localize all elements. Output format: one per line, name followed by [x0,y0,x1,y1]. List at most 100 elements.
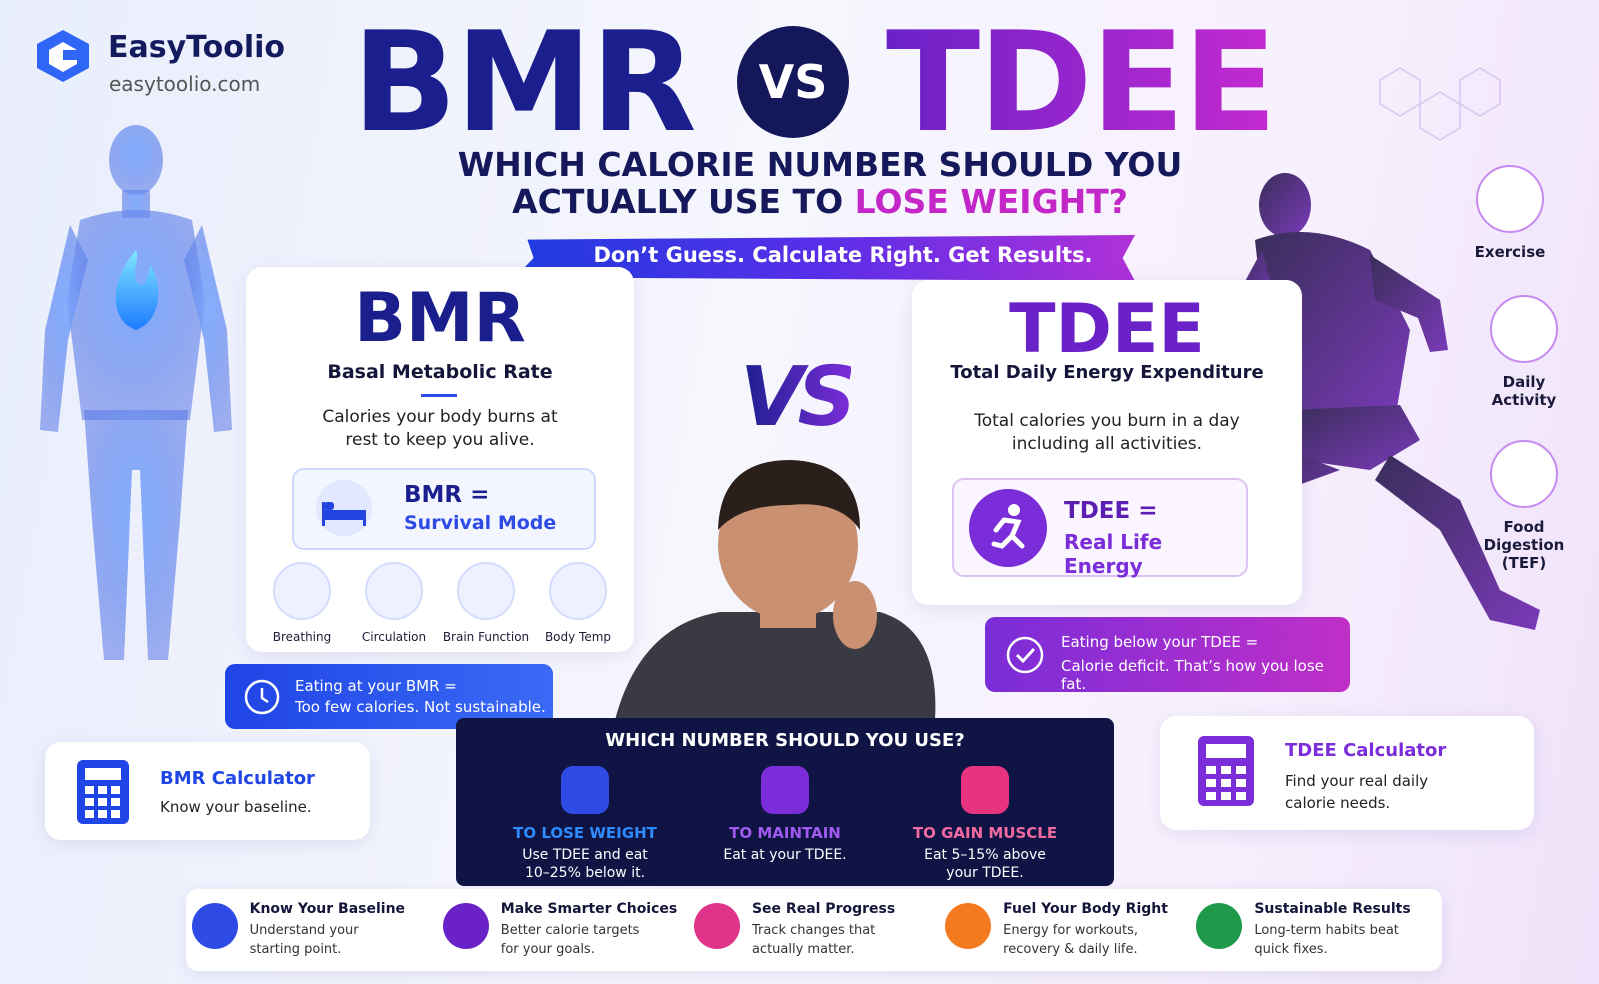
benefit-description: Better calorie targets for your goals. [500,922,640,957]
benefit: Sustainable Results Long-term habits beat… [1196,901,1436,960]
subtitle-line2: ACTUALLY USE TO LOSE WEIGHT? [380,182,1260,221]
option: TO LOSE WEIGHT Use TDEE and eat 10–25% be… [486,760,684,882]
tdee-mode-box: TDEE = Real Life Energy [952,478,1248,578]
benefit-icon [693,902,740,949]
function-item: Brain Function [440,562,532,644]
bmr-note-line2: Too few calories. Not sustainable. [295,698,546,716]
tdee-description: Total calories you burn in a day includi… [974,411,1240,454]
benefit-text: Make Smarter Choices Better calorie targe… [501,901,677,960]
title-right: TDEE [886,2,1277,163]
benefit-icon [442,902,489,949]
factor-label: Exercise [1474,243,1546,261]
tdee-card: TDEE Total Daily Energy Expenditure Tota… [912,280,1302,605]
subtitle-line1: WHICH CALORIE NUMBER SHOULD YOU [457,145,1183,184]
benefit-text: Sustainable Results Long-term habits beat… [1254,901,1410,960]
subtitle-text: ACTUALLY USE TO [512,182,844,221]
function-label: Body Temp [544,630,612,644]
bmr-mode-value: Survival Mode [404,512,557,534]
option: TO GAIN MUSCLE Eat 5–15% above your TDEE. [886,760,1084,882]
tdee-mode-value: Real Life Energy [1064,530,1163,578]
benefit-description: Understand your starting point. [249,922,359,957]
which-number-options: TO LOSE WEIGHT Use TDEE and eat 10–25% be… [486,760,1084,882]
tdee-subtitle: Total Daily Energy Expenditure [950,362,1264,383]
bmr-note-line1: Eating at your BMR = [295,677,457,695]
tdee-note-line2: Calorie deficit. That’s how you lose fat… [1061,657,1324,693]
benefit-title: See Real Progress [751,900,896,917]
option-title: TO GAIN MUSCLE [912,824,1058,842]
benefit-text: Fuel Your Body Right Energy for workouts,… [1003,901,1168,960]
run-icon [969,489,1047,567]
bmr-functions: Breathing Circulation Brain Function Body T… [256,562,624,644]
benefit-title: Fuel Your Body Right [1003,900,1168,917]
option: TO MAINTAIN Eat at your TDEE. [686,760,884,882]
benefit-description: Long-term habits beat quick fixes. [1254,922,1399,957]
factor-item: Exercise [1450,165,1570,261]
benefit-icon [945,902,992,949]
center-vs: VS [740,350,857,445]
benefit-icon [1196,902,1243,949]
man-figure [615,460,936,720]
sleep-icon [316,480,372,536]
subtitle-highlight: LOSE WEIGHT? [854,182,1128,221]
title-left: BMR [352,2,697,163]
option-icon [761,766,809,814]
title-vs: VS [737,26,849,138]
factor-item: Daily Activity [1464,295,1584,409]
benefit-title: Make Smarter Choices [500,900,678,917]
benefit-text: See Real Progress Track changes that actu… [752,901,902,960]
function-item: Body Temp [532,562,624,644]
benefit: See Real Progress Track changes that actu… [693,901,934,960]
bmr-card: BMR Basal Metabolic Rate Calories your b… [246,267,634,652]
divider [421,394,457,397]
option-description: Eat 5–15% above your TDEE. [924,847,1046,881]
tdee-title: TDEE [1009,290,1205,369]
benefit-title: Sustainable Results [1254,900,1411,917]
tdee-calculator: TDEE Calculator Find your real daily cal… [1160,716,1534,830]
brand-url: easytoolio.com [109,72,261,96]
brand-logo [37,30,89,82]
bmr-calculator-title: BMR Calculator [160,768,315,789]
function-label: Breathing [272,630,332,644]
bmr-calculator-description: Know your baseline. [160,798,312,816]
brand-name: EasyToolio [108,30,286,65]
bmr-subtitle: Basal Metabolic Rate [327,361,553,383]
option-description: Use TDEE and eat 10–25% below it. [522,847,648,881]
factor-label: Daily Activity [1491,373,1557,409]
tdee-note-line1: Eating below your TDEE = [1061,633,1259,651]
hex-decor [1379,67,1501,141]
function-icon [365,562,423,620]
fire-icon [115,250,159,330]
option-icon [961,766,1009,814]
which-number-panel: WHICH NUMBER SHOULD YOU USE? TO LOSE WEI… [456,718,1114,886]
function-icon [273,562,331,620]
body-figure [40,125,232,660]
factor-icon [1476,165,1544,233]
benefit-icon [191,902,238,949]
bmr-mode-box: BMR = Survival Mode [292,468,596,550]
benefit-description: Energy for workouts, recovery & daily li… [1003,922,1138,957]
benefit-title: Know Your Baseline [249,900,406,917]
clock-icon [244,679,280,715]
option-description: Eat at your TDEE. [723,847,847,863]
factor-icon [1490,295,1558,363]
benefit-description: Track changes that actually matter. [751,922,876,957]
function-icon [549,562,607,620]
benefit: Make Smarter Choices Better calorie targe… [442,901,683,960]
tagline: Don’t Guess. Calculate Right. Get Result… [593,243,1093,267]
factor-icon [1490,440,1558,508]
calculator-icon [77,760,129,824]
factor-label: Food Digestion (TEF) [1483,518,1565,572]
option-title: TO MAINTAIN [729,824,841,842]
bmr-calculator: BMR Calculator Know your baseline. [45,742,370,840]
check-icon [1006,636,1044,674]
benefit-text: Know Your Baseline Understand your starti… [250,901,405,960]
benefit: Fuel Your Body Right Energy for workouts,… [945,901,1185,960]
function-label: Brain Function [442,630,530,644]
bmr-title: BMR [354,279,526,358]
bmr-description: Calories your body burns at rest to keep… [322,407,558,450]
tdee-calculator-description: Find your real daily calorie needs. [1285,772,1429,812]
